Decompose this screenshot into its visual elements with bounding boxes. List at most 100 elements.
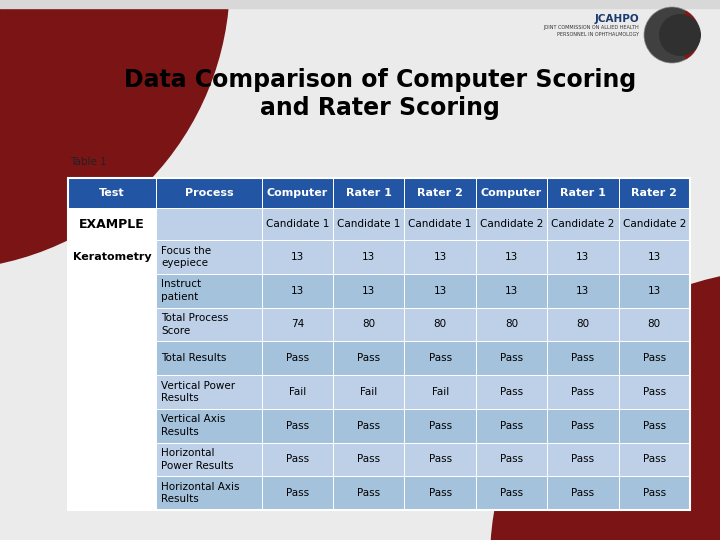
Text: Test: Test: [99, 188, 125, 198]
Text: Candidate 2: Candidate 2: [480, 219, 544, 229]
Bar: [156, 476, 262, 510]
Bar: [547, 240, 618, 274]
Bar: [405, 240, 476, 274]
Text: Pass: Pass: [643, 353, 666, 363]
Text: Table 1: Table 1: [70, 157, 107, 167]
Text: 13: 13: [505, 286, 518, 295]
Text: Pass: Pass: [572, 488, 595, 498]
Bar: [618, 442, 690, 476]
Bar: [476, 442, 547, 476]
Text: Pass: Pass: [286, 421, 309, 430]
Text: Pass: Pass: [572, 353, 595, 363]
Text: 80: 80: [648, 319, 661, 329]
Text: Vertical Power
Results: Vertical Power Results: [161, 381, 235, 403]
Bar: [618, 341, 690, 375]
Bar: [476, 375, 547, 409]
Bar: [547, 476, 618, 510]
Bar: [547, 375, 618, 409]
Text: Pass: Pass: [357, 454, 380, 464]
Text: Rater 1: Rater 1: [346, 188, 392, 198]
Bar: [405, 476, 476, 510]
Bar: [156, 409, 262, 442]
Circle shape: [644, 7, 700, 63]
Bar: [333, 375, 405, 409]
Bar: [405, 375, 476, 409]
Bar: [618, 178, 690, 208]
Text: Pass: Pass: [572, 421, 595, 430]
Text: Rater 2: Rater 2: [631, 188, 678, 198]
Text: Pass: Pass: [357, 421, 380, 430]
Bar: [333, 178, 405, 208]
Bar: [156, 375, 262, 409]
Text: Keratometry: Keratometry: [73, 252, 152, 262]
Text: Focus the
eyepiece: Focus the eyepiece: [161, 246, 212, 268]
Bar: [333, 274, 405, 307]
Text: Pass: Pass: [286, 488, 309, 498]
Text: Pass: Pass: [572, 454, 595, 464]
Bar: [476, 409, 547, 442]
Bar: [68, 409, 156, 442]
Text: Pass: Pass: [643, 387, 666, 397]
Bar: [262, 307, 333, 341]
Text: 80: 80: [505, 319, 518, 329]
Bar: [156, 208, 262, 240]
Bar: [262, 240, 333, 274]
Text: Instruct
patient: Instruct patient: [161, 279, 202, 302]
Text: Fail: Fail: [289, 387, 306, 397]
Text: JOINT COMMISSION ON ALLIED HEALTH: JOINT COMMISSION ON ALLIED HEALTH: [544, 25, 639, 30]
Bar: [618, 240, 690, 274]
Text: Total Results: Total Results: [161, 353, 227, 363]
Text: 13: 13: [648, 252, 661, 262]
Text: Pass: Pass: [643, 488, 666, 498]
Text: Process: Process: [185, 188, 233, 198]
Text: Pass: Pass: [286, 353, 309, 363]
Text: EXAMPLE: EXAMPLE: [79, 218, 145, 231]
Bar: [68, 274, 156, 307]
Text: Pass: Pass: [286, 454, 309, 464]
Text: 80: 80: [577, 319, 590, 329]
Text: 13: 13: [362, 286, 375, 295]
Bar: [68, 178, 690, 510]
Bar: [405, 274, 476, 307]
Text: Computer: Computer: [267, 188, 328, 198]
Text: 13: 13: [433, 286, 447, 295]
Text: 13: 13: [433, 252, 447, 262]
Text: 13: 13: [362, 252, 375, 262]
Bar: [547, 442, 618, 476]
Text: Pass: Pass: [572, 387, 595, 397]
Bar: [68, 307, 156, 341]
Text: Pass: Pass: [500, 454, 523, 464]
Text: Pass: Pass: [500, 353, 523, 363]
Bar: [547, 178, 618, 208]
Text: Pass: Pass: [428, 421, 451, 430]
Text: 13: 13: [291, 286, 304, 295]
Bar: [476, 476, 547, 510]
Bar: [405, 442, 476, 476]
Text: Pass: Pass: [357, 353, 380, 363]
Bar: [262, 409, 333, 442]
Bar: [262, 208, 333, 240]
Bar: [262, 476, 333, 510]
Bar: [333, 307, 405, 341]
Circle shape: [659, 14, 701, 56]
Text: Pass: Pass: [643, 454, 666, 464]
Bar: [476, 307, 547, 341]
Bar: [156, 307, 262, 341]
Bar: [262, 375, 333, 409]
Text: Pass: Pass: [428, 488, 451, 498]
Bar: [547, 341, 618, 375]
Text: Candidate 1: Candidate 1: [337, 219, 400, 229]
Bar: [333, 442, 405, 476]
Wedge shape: [0, 0, 230, 267]
Bar: [618, 208, 690, 240]
Bar: [262, 442, 333, 476]
Text: Candidate 2: Candidate 2: [623, 219, 686, 229]
Bar: [405, 208, 476, 240]
Bar: [618, 476, 690, 510]
Text: Total Process
Score: Total Process Score: [161, 313, 229, 335]
Text: 13: 13: [648, 286, 661, 295]
Bar: [333, 341, 405, 375]
Bar: [68, 476, 156, 510]
Bar: [476, 178, 547, 208]
Text: Horizontal Axis
Results: Horizontal Axis Results: [161, 482, 240, 504]
